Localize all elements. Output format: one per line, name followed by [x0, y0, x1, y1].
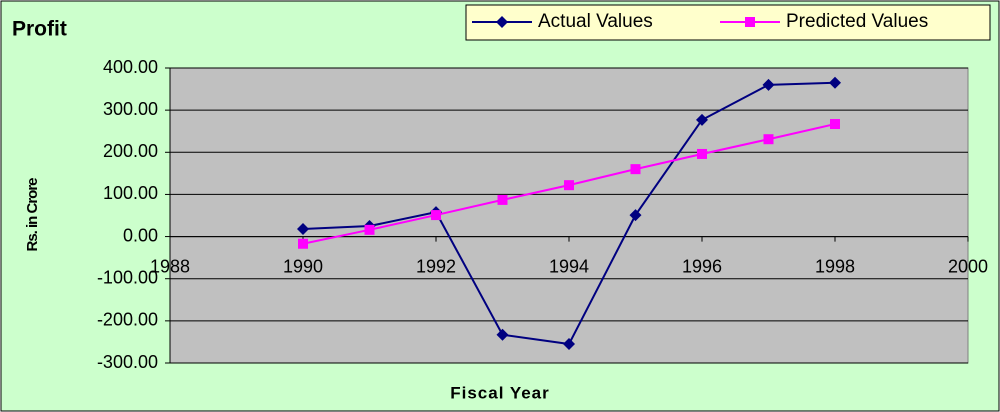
y-tick-label: 400.00 — [103, 57, 158, 77]
point — [364, 224, 375, 235]
point — [496, 328, 509, 341]
x-tick-label: 1990 — [283, 256, 323, 276]
legend-label: Actual Values — [538, 11, 653, 32]
point — [564, 180, 574, 191]
y-tick-label: 100.00 — [103, 183, 158, 203]
x-tick-label: 1988 — [150, 256, 190, 276]
point — [431, 210, 441, 221]
point — [763, 134, 774, 145]
x-tick-label: 1996 — [682, 256, 722, 276]
x-axis-label: Fiscal Year — [450, 383, 550, 402]
legend-marker — [745, 17, 755, 27]
point — [829, 76, 841, 89]
y-axis-label: Rs. in Crore — [24, 178, 41, 252]
x-tick-label: 2000 — [948, 256, 988, 276]
point — [563, 338, 575, 351]
point — [629, 209, 642, 222]
point — [762, 78, 775, 91]
chart-title: Profit — [12, 18, 67, 41]
point — [630, 164, 641, 175]
x-tick-label: 1994 — [549, 256, 589, 276]
legend-marker — [496, 16, 508, 28]
y-tick-label: 0.00 — [123, 225, 158, 245]
y-tick-label: 200.00 — [103, 141, 158, 161]
y-tick-label: -300.00 — [97, 352, 158, 372]
y-tick-label: 300.00 — [103, 99, 158, 119]
x-tick-label: 1998 — [815, 256, 855, 276]
x-tick-label: 1992 — [416, 256, 456, 276]
point — [298, 238, 308, 249]
y-tick-label: -200.00 — [97, 310, 158, 330]
y-tick-label: -100.00 — [97, 267, 158, 287]
point — [696, 113, 708, 126]
point — [830, 119, 840, 130]
plot-area — [169, 67, 969, 364]
point — [297, 222, 309, 235]
point — [497, 194, 508, 205]
legend-label: Predicted Values — [786, 11, 928, 32]
point — [697, 148, 707, 159]
